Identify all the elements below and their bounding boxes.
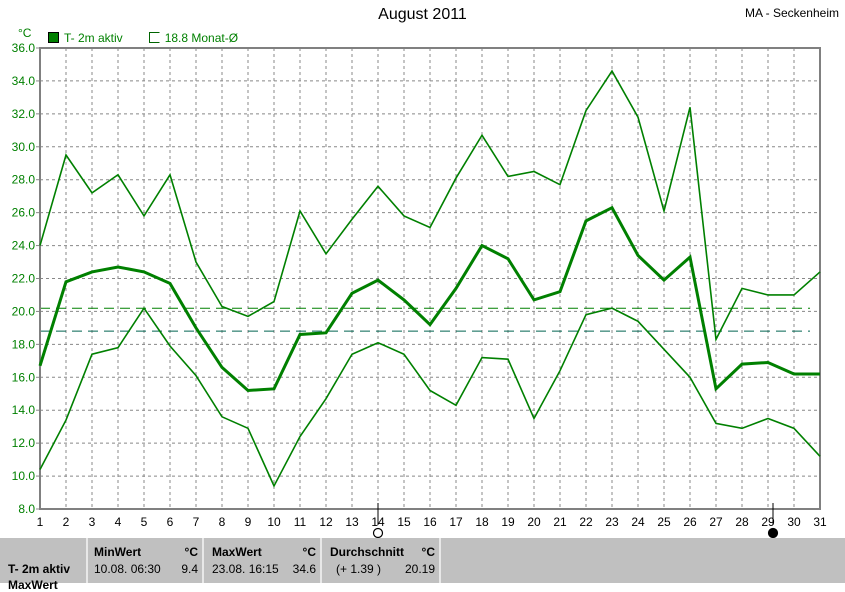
x-tick-label: 24 [631,515,645,529]
station-name: MA - Seckenheim [745,6,839,20]
stats-average: Durchschnitt °C (+ 1.39 ) 20.19 [322,538,441,583]
x-tick-label: 9 [245,515,252,529]
y-axis-unit: °C [18,26,31,40]
row-label-next: MaxWert [8,578,58,592]
chart-title: August 2011 [0,6,845,24]
x-tick-label: 22 [579,515,593,529]
y-tick-label: 14.0 [12,403,36,417]
x-tick-label: 10 [267,515,281,529]
min-header: MinWert [94,545,141,559]
avg-header: Durchschnitt [330,545,404,559]
x-tick-label: 28 [735,515,749,529]
y-tick-label: 24.0 [12,239,36,253]
avg-unit: °C [422,545,435,559]
x-tick-label: 21 [553,515,567,529]
y-tick-label: 20.0 [12,304,36,318]
y-tick-label: 8.0 [18,502,35,516]
x-tick-label: 2 [63,515,70,529]
legend-item-month-average[interactable]: 18.8 Monat-Ø [149,31,238,45]
x-tick-label: 4 [115,515,122,529]
x-tick-label: 6 [167,515,174,529]
legend-item-temperature[interactable]: T- 2m aktiv [48,31,123,45]
x-tick-label: 19 [501,515,515,529]
max-header: MaxWert [212,545,262,559]
x-tick-label: 8 [219,515,226,529]
x-tick-label: 20 [527,515,541,529]
max-unit: °C [303,545,316,559]
x-tick-label: 30 [787,515,801,529]
x-tick-label: 25 [657,515,671,529]
min-value: 9.4 [181,562,198,576]
y-tick-label: 18.0 [12,337,36,351]
x-tick-label: 7 [193,515,200,529]
stats-min: MinWert °C 10.08. 06:30 9.4 [88,538,204,583]
x-tick-label: 27 [709,515,723,529]
x-tick-label: 26 [683,515,697,529]
y-tick-label: 10.0 [12,469,36,483]
y-tick-label: 32.0 [12,107,36,121]
y-tick-label: 34.0 [12,74,36,88]
y-tick-label: 22.0 [12,272,36,286]
x-tick-label: 31 [813,515,827,529]
avg-delta: (+ 1.39 ) [336,562,381,576]
legend-label: 18.8 Monat-Ø [165,31,238,45]
full-moon-icon [374,529,383,538]
legend-label: T- 2m aktiv [64,31,123,45]
y-tick-label: 30.0 [12,140,36,154]
filled-square-icon [48,32,59,43]
y-tick-label: 28.0 [12,173,36,187]
y-tick-label: 26.0 [12,206,36,220]
temperature-chart: 8.0 10.0 12.0 14.0 16.0 18.0 20.0 22.0 24.0 26.0 2… [0,0,845,538]
x-tick-label: 1 [37,515,44,529]
x-tick-label: 11 [294,515,307,529]
x-tick-label: 18 [475,515,489,529]
y-tick-label: 16.0 [12,370,36,384]
stats-table: T- 2m aktiv MaxWert MinWert °C 10.08. 06… [0,538,845,583]
x-tick-label: 3 [89,515,96,529]
min-unit: °C [185,545,198,559]
stats-row-labels: T- 2m aktiv MaxWert [0,538,88,583]
x-tick-label: 15 [397,515,411,529]
x-tick-label: 12 [319,515,333,529]
new-moon-icon [769,529,778,538]
x-tick-label: 23 [605,515,619,529]
max-value: 34.6 [293,562,316,576]
stats-max: MaxWert °C 23.08. 16:15 34.6 [204,538,322,583]
x-tick-label: 13 [345,515,359,529]
max-time: 23.08. 16:15 [212,562,279,576]
x-tick-label: 17 [449,515,463,529]
x-tick-label: 5 [141,515,148,529]
avg-value: 20.19 [405,562,435,576]
legend: T- 2m aktiv 18.8 Monat-Ø [48,31,238,45]
y-tick-label: 12.0 [12,436,36,450]
row-label: T- 2m aktiv [8,562,70,576]
y-tick-label: 36.0 [12,41,36,55]
empty-square-icon [149,32,160,43]
x-tick-label: 16 [423,515,437,529]
min-time: 10.08. 06:30 [94,562,161,576]
